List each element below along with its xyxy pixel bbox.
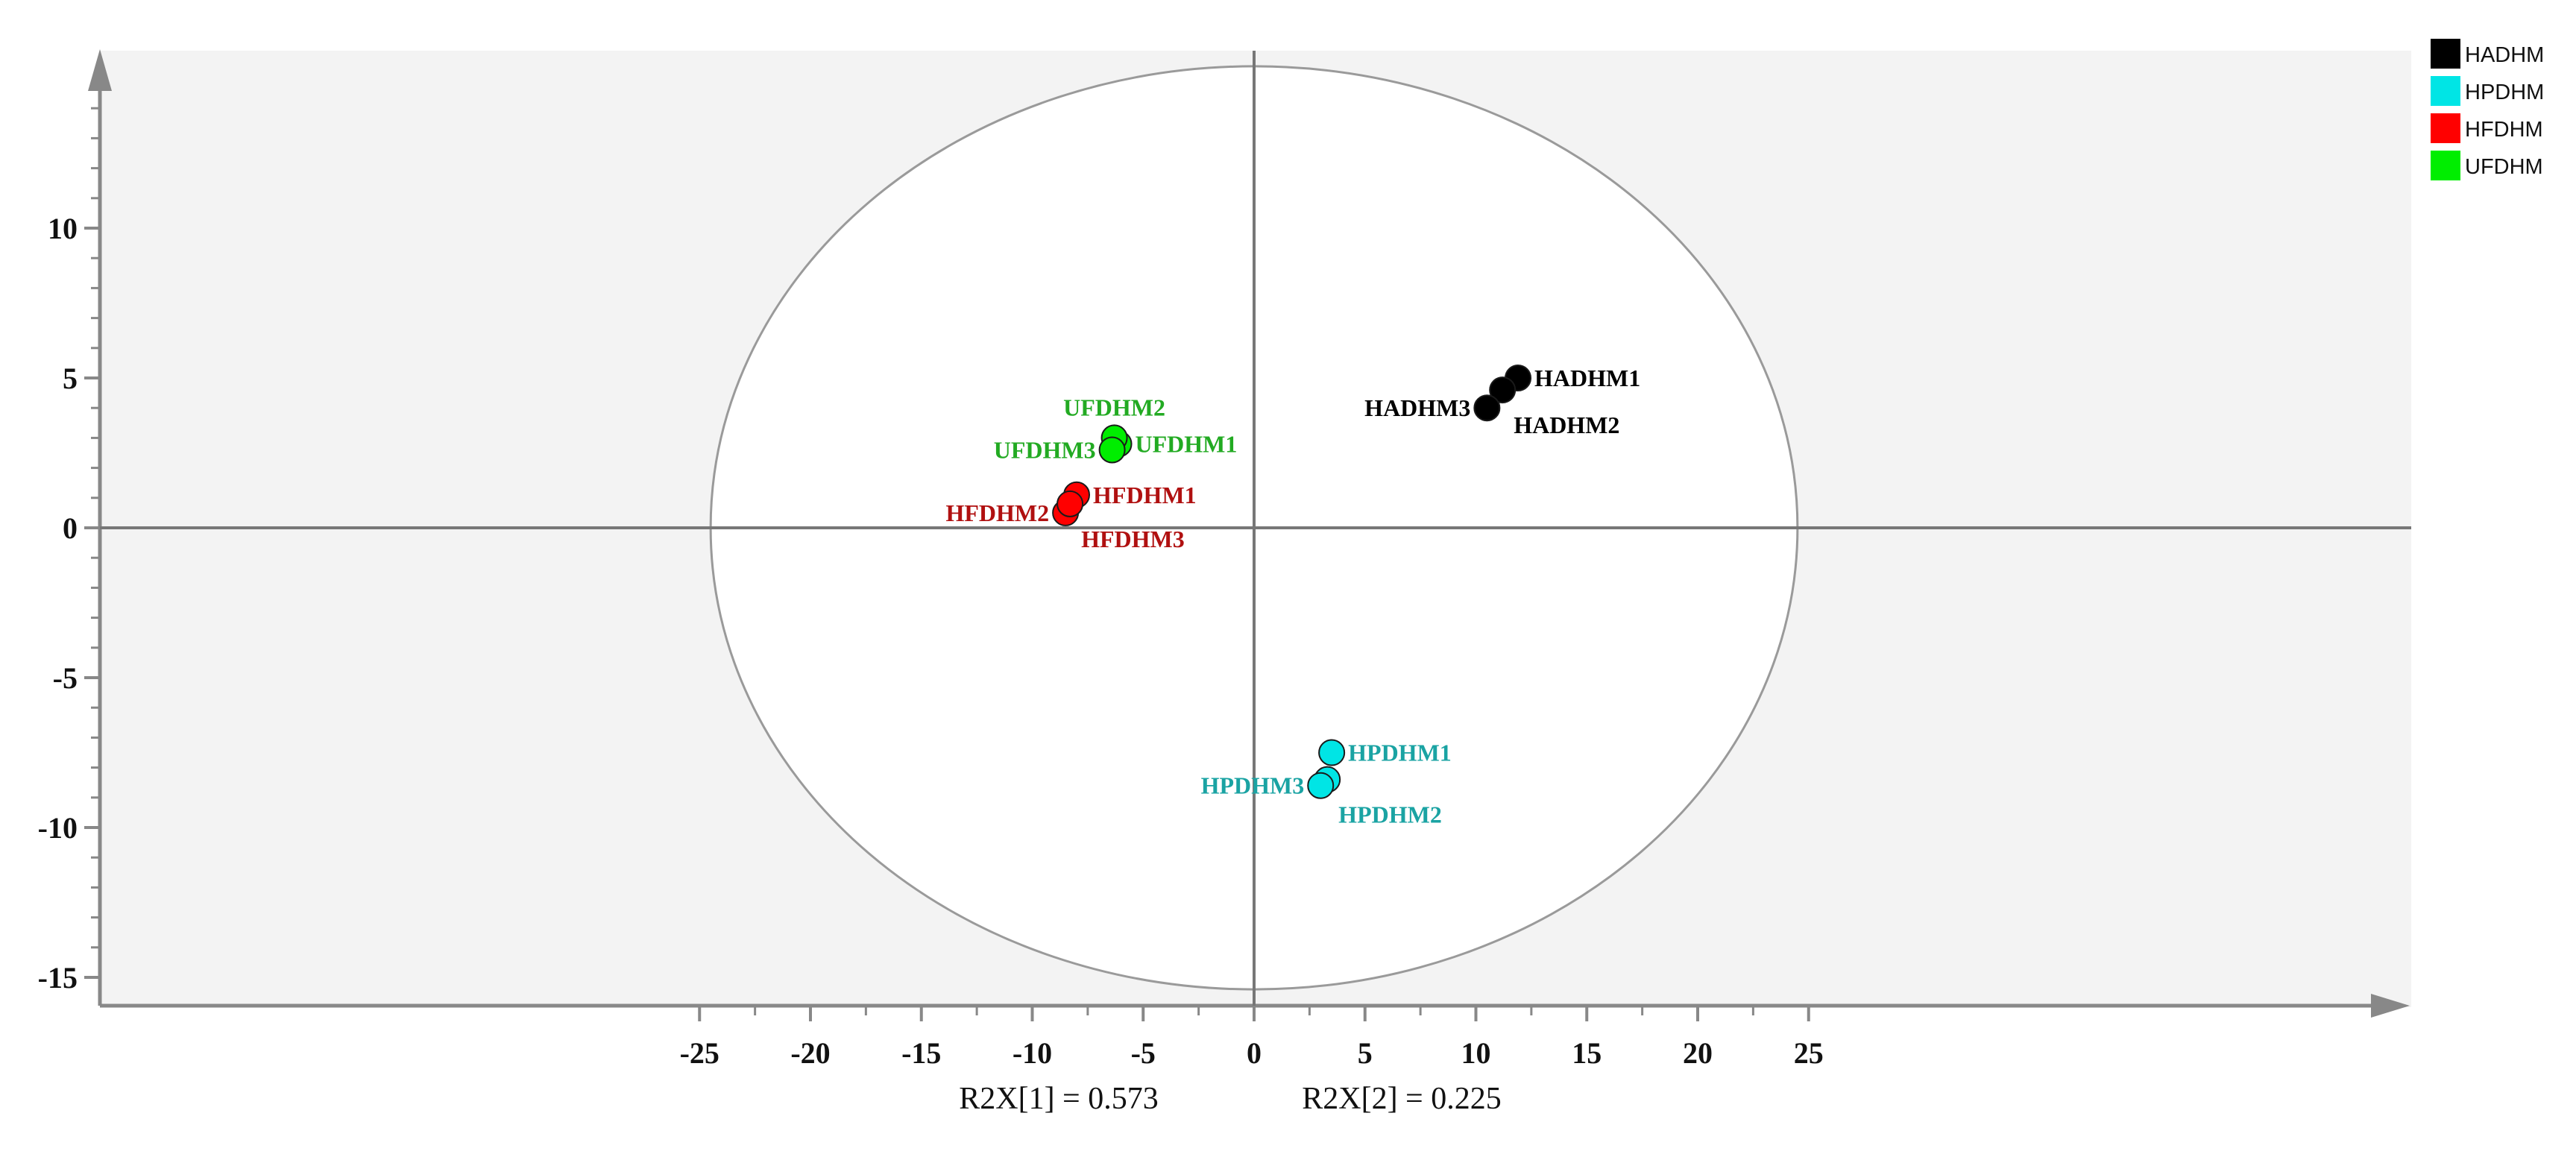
x-tick-label: 15 (1572, 1036, 1602, 1070)
point-label-hadhm3: HADHM3 (1364, 394, 1470, 421)
x-axis-title: R2X[1] = 0.573 (959, 1082, 1159, 1116)
point-label-ufdhm1: UFDHM1 (1136, 430, 1238, 457)
legend-label-ufdhm: UFDHM (2465, 155, 2543, 179)
point-label-hpdhm2: HPDHM2 (1338, 801, 1442, 828)
point-label-hfdhm2: HFDHM2 (945, 499, 1049, 526)
point-label-ufdhm3: UFDHM3 (994, 436, 1096, 463)
y-tick-label: 10 (48, 212, 78, 245)
legend-swatch-hfdhm (2431, 113, 2460, 143)
legend-swatch-hpdhm (2431, 76, 2460, 106)
point-label-hadhm2: HADHM2 (1514, 412, 1619, 438)
data-point-hpdhm1 (1318, 739, 1346, 766)
x-tick-label: 20 (1683, 1036, 1713, 1070)
point-label-hfdhm3: HFDHM3 (1081, 526, 1185, 552)
point-label-hadhm1: HADHM1 (1534, 365, 1640, 391)
point-label-hpdhm1: HPDHM1 (1348, 740, 1452, 766)
data-point-hadhm2 (1489, 376, 1517, 404)
point-label-ufdhm2: UFDHM2 (1063, 394, 1165, 420)
data-point-hadhm3 (1473, 394, 1501, 422)
legend-label-hfdhm: HFDHM (2465, 118, 2543, 142)
point-label-hpdhm3: HPDHM3 (1201, 772, 1305, 799)
legend: HADHM HPDHM HFDHM UFDHM (2431, 39, 2544, 180)
x-tick-label: -15 (901, 1036, 941, 1070)
legend-swatch-hadhm (2431, 39, 2460, 69)
y-axis-arrow (88, 49, 112, 91)
legend-label-hadhm: HADHM (2465, 43, 2544, 67)
y-tick-label: -5 (53, 661, 78, 695)
x-tick-label: -10 (1013, 1036, 1052, 1070)
legend-label-hpdhm: HPDHM (2465, 81, 2544, 104)
x-tick-label: -5 (1131, 1036, 1156, 1070)
x-tick-label: -20 (790, 1036, 830, 1070)
y-tick-label: 0 (63, 511, 78, 545)
x-tick-label: 5 (1358, 1036, 1373, 1070)
y-tick-label: -15 (38, 961, 78, 995)
data-point-ufdhm3 (1098, 436, 1126, 464)
x-tick-label: 0 (1247, 1036, 1262, 1070)
x-tick-label: -25 (680, 1036, 719, 1070)
legend-swatch-ufdhm (2431, 151, 2460, 180)
data-point-hfdhm3 (1056, 490, 1084, 517)
y-tick-label: 5 (63, 362, 78, 395)
x-axis-arrow (2371, 994, 2410, 1018)
y-tick-label: -10 (38, 811, 78, 845)
y-axis-title: R2X[2] = 0.225 (1302, 1082, 1502, 1116)
data-point-hpdhm3 (1307, 772, 1335, 799)
x-tick-label: 25 (1794, 1036, 1824, 1070)
x-tick-label: 10 (1461, 1036, 1491, 1070)
point-label-hfdhm1: HFDHM1 (1093, 482, 1197, 508)
